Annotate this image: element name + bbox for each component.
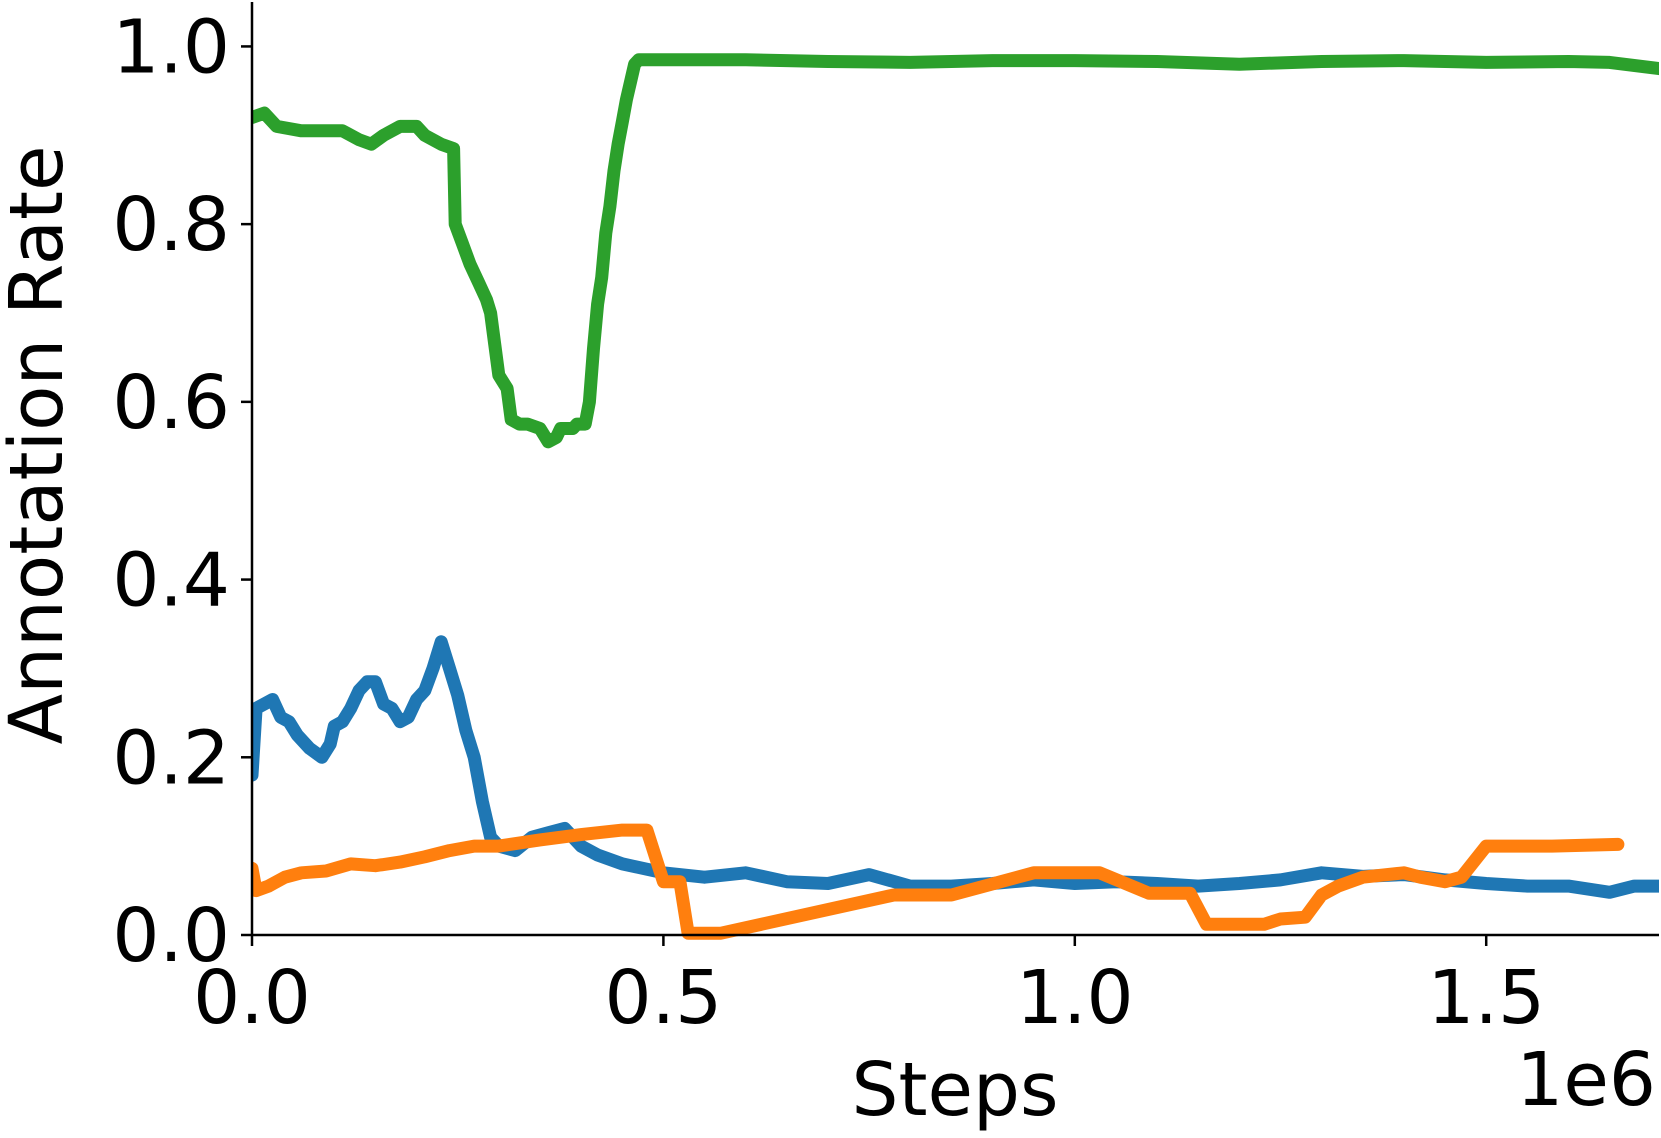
y-tick-label: 0.0 [112,893,230,979]
x-tick-label: 1.5 [1427,955,1545,1041]
axes-layer: 0.0 0.2 0.4 0.6 0.8 1.0 0.0 0.5 1.0 1.5 [112,2,1659,1041]
x-tick-label: 0.5 [605,955,723,1041]
y-tick-label: 0.2 [112,715,230,801]
y-tick-label: 0.4 [112,538,230,624]
series-layer [252,53,1659,940]
x-axis-label: Steps [851,1047,1058,1133]
y-tick-label: 0.6 [112,360,230,446]
y-axis-label: Annotation Rate [0,145,80,744]
y-tick-label: 1.0 [112,4,230,90]
x-tick-label: 0.0 [193,955,311,1041]
x-tick-label: 1.0 [1016,955,1134,1041]
y-tick-label: 0.8 [112,182,230,268]
series-line-1 [252,53,1659,449]
x-offset-label: 1e6 [1516,1037,1656,1123]
series-line-3 [252,823,1625,940]
